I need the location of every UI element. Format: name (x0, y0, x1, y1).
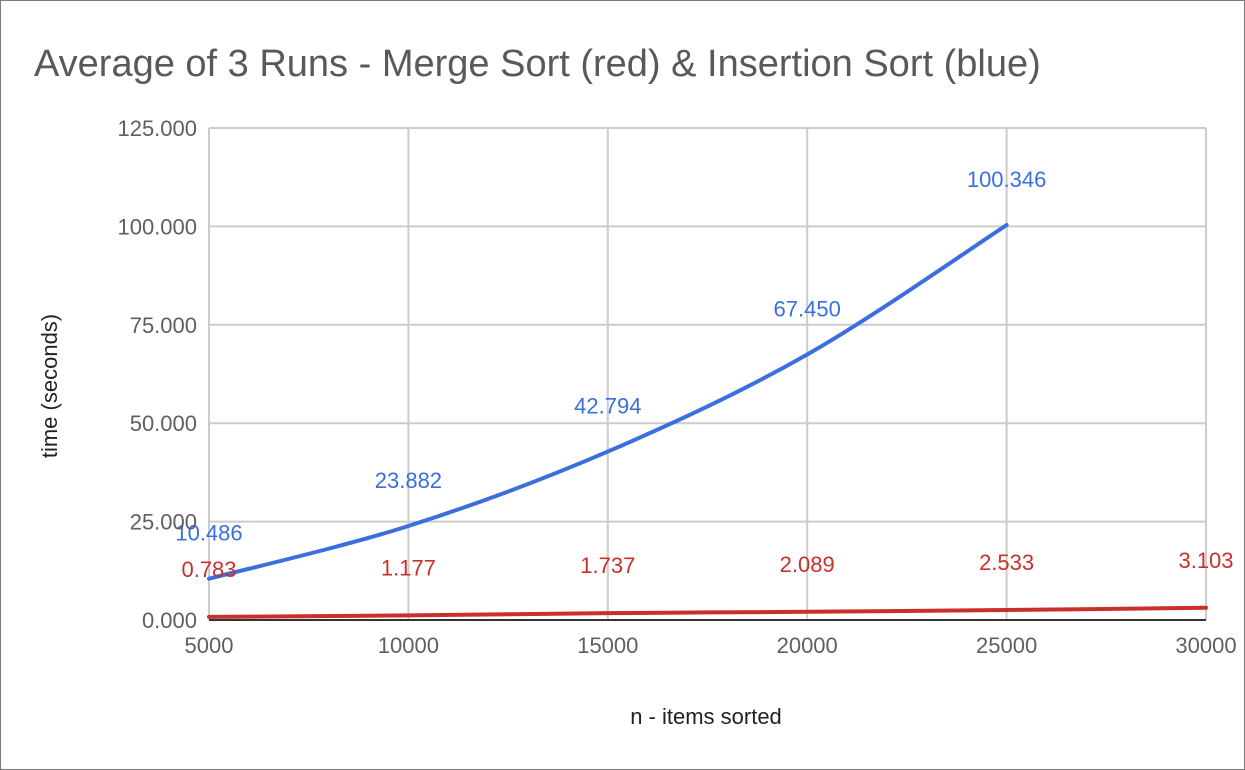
data-label-insertion-sort-1: 23.882 (375, 468, 442, 493)
x-tick-label-2: 15000 (577, 633, 638, 658)
series-line-insertion-sort (207, 223, 1009, 581)
series-lines (207, 223, 1208, 619)
y-tick-label-0: 0.000 (142, 608, 197, 633)
data-label-merge-sort-0: 0.783 (181, 557, 236, 582)
x-tick-label-0: 5000 (185, 633, 234, 658)
data-labels: 10.486 23.882 42.794 67.450 100.346 0.783 1.17… (175, 167, 1233, 582)
series-line-merge-sort (207, 605, 1208, 619)
y-axis-ticks: 0.000 25.000 50.000 75.000 100.000 125.000 (117, 116, 197, 633)
x-axis-title: n - items sorted (630, 704, 782, 729)
data-label-insertion-sort-4: 100.346 (967, 167, 1047, 192)
y-tick-label-1: 25.000 (130, 510, 197, 535)
x-tick-label-5: 30000 (1175, 633, 1236, 658)
y-tick-label-2: 50.000 (130, 411, 197, 436)
x-tick-label-3: 20000 (777, 633, 838, 658)
y-axis-title: time (seconds) (37, 314, 62, 458)
data-label-merge-sort-3: 2.089 (780, 552, 835, 577)
data-label-insertion-sort-2: 42.794 (574, 394, 641, 419)
y-tick-label-4: 100.000 (117, 214, 197, 239)
data-label-merge-sort-4: 2.533 (979, 550, 1034, 575)
y-tick-label-5: 125.000 (117, 116, 197, 141)
data-label-merge-sort-2: 1.737 (580, 553, 635, 578)
data-label-merge-sort-5: 3.103 (1178, 548, 1233, 573)
x-axis-ticks: 5000 10000 15000 20000 25000 30000 (185, 633, 1237, 658)
data-label-insertion-sort-3: 67.450 (774, 297, 841, 322)
x-tick-label-4: 25000 (976, 633, 1037, 658)
grid-lines (208, 127, 1207, 621)
chart-title: Average of 3 Runs - Merge Sort (red) & I… (34, 43, 1041, 85)
data-label-insertion-sort-0: 10.486 (175, 521, 242, 546)
y-tick-label-3: 75.000 (130, 313, 197, 338)
data-label-merge-sort-1: 1.177 (381, 555, 436, 580)
x-tick-label-1: 10000 (378, 633, 439, 658)
